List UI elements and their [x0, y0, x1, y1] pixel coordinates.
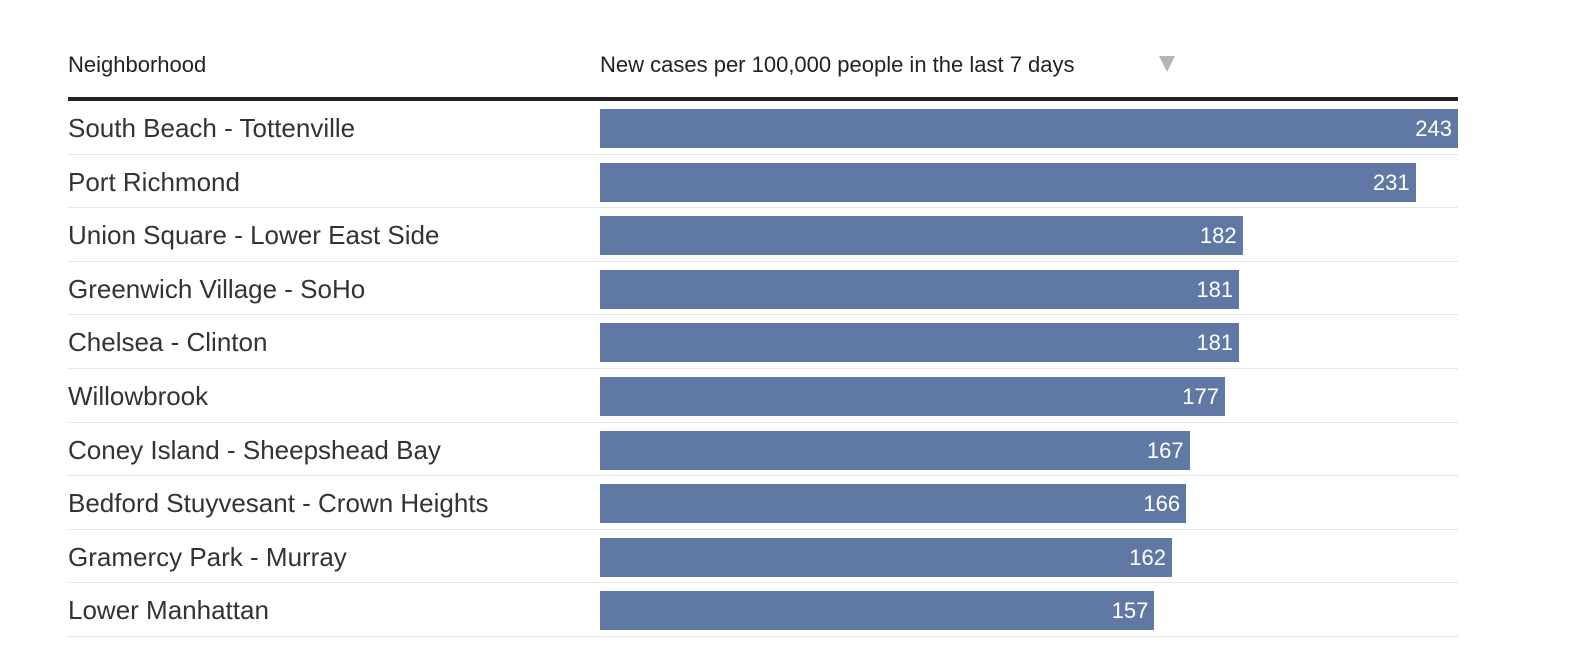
cases-column-header[interactable]: New cases per 100,000 people in the last…	[600, 52, 1075, 77]
case-rate-bar: 167	[600, 430, 1190, 470]
table-row: Gramercy Park - Murray 162	[68, 530, 1458, 584]
case-rate-bar: 166	[600, 484, 1187, 524]
case-rate-bar: 182	[600, 216, 1243, 256]
neighborhood-table: Neighborhood New cases per 100,000 peopl…	[68, 0, 1458, 637]
neighborhood-name: South Beach - Tottenville	[68, 113, 356, 143]
neighborhood-name: Lower Manhattan	[68, 595, 269, 626]
bar-value-label: 167	[1146, 437, 1184, 463]
case-rate-bar: 181	[600, 323, 1240, 363]
bar-value-label: 166	[1143, 491, 1181, 517]
table-row: Chelsea - Clinton 181	[68, 315, 1458, 369]
neighborhood-name: Greenwich Village - SoHo	[68, 273, 366, 304]
table-row: Greenwich Village - SoHo 181	[68, 262, 1458, 316]
neighborhood-name: Union Square - Lower East Side	[68, 220, 440, 251]
bar-value-label: 157	[1111, 598, 1149, 624]
case-rate-bar: 162	[600, 537, 1172, 577]
table-row: Union Square - Lower East Side 182	[68, 208, 1458, 262]
case-rate-bar: 243	[600, 109, 1458, 148]
neighborhood-name: Chelsea - Clinton	[68, 327, 268, 358]
bar-value-label: 181	[1196, 330, 1234, 356]
case-rate-bar: 231	[600, 162, 1416, 202]
bar-value-label: 243	[1415, 116, 1452, 141]
case-rate-bar: 181	[600, 269, 1240, 309]
table-header: Neighborhood New cases per 100,000 peopl…	[68, 0, 1458, 101]
table-row: South Beach - Tottenville 243	[68, 101, 1458, 155]
table-row: Lower Manhattan 157	[68, 583, 1458, 637]
neighborhood-name: Coney Island - Sheepshead Bay	[68, 434, 441, 465]
bar-value-label: 181	[1196, 276, 1234, 302]
case-rate-bar: 157	[600, 591, 1155, 631]
table-body: South Beach - Tottenville 243 Port Richmon…	[68, 101, 1458, 637]
neighborhood-name: Gramercy Park - Murray	[68, 541, 347, 572]
neighborhood-column-header[interactable]: Neighborhood	[68, 52, 207, 77]
bar-value-label: 162	[1129, 544, 1166, 570]
table-row: Willowbrook 177	[68, 369, 1458, 423]
bar-value-label: 182	[1199, 223, 1237, 249]
bar-value-label: 177	[1182, 383, 1219, 409]
neighborhood-name: Bedford Stuyvesant - Crown Heights	[68, 488, 489, 519]
neighborhood-name: Willowbrook	[68, 380, 209, 411]
case-rate-bar: 177	[600, 376, 1225, 416]
table-row: Bedford Stuyvesant - Crown Heights 166	[68, 476, 1458, 530]
triangle-down-icon[interactable]	[1159, 56, 1175, 72]
bar-value-label: 231	[1372, 169, 1410, 195]
table-row: Coney Island - Sheepshead Bay 167	[68, 423, 1458, 477]
table-row: Port Richmond 231	[68, 155, 1458, 209]
neighborhood-name: Port Richmond	[68, 166, 240, 197]
